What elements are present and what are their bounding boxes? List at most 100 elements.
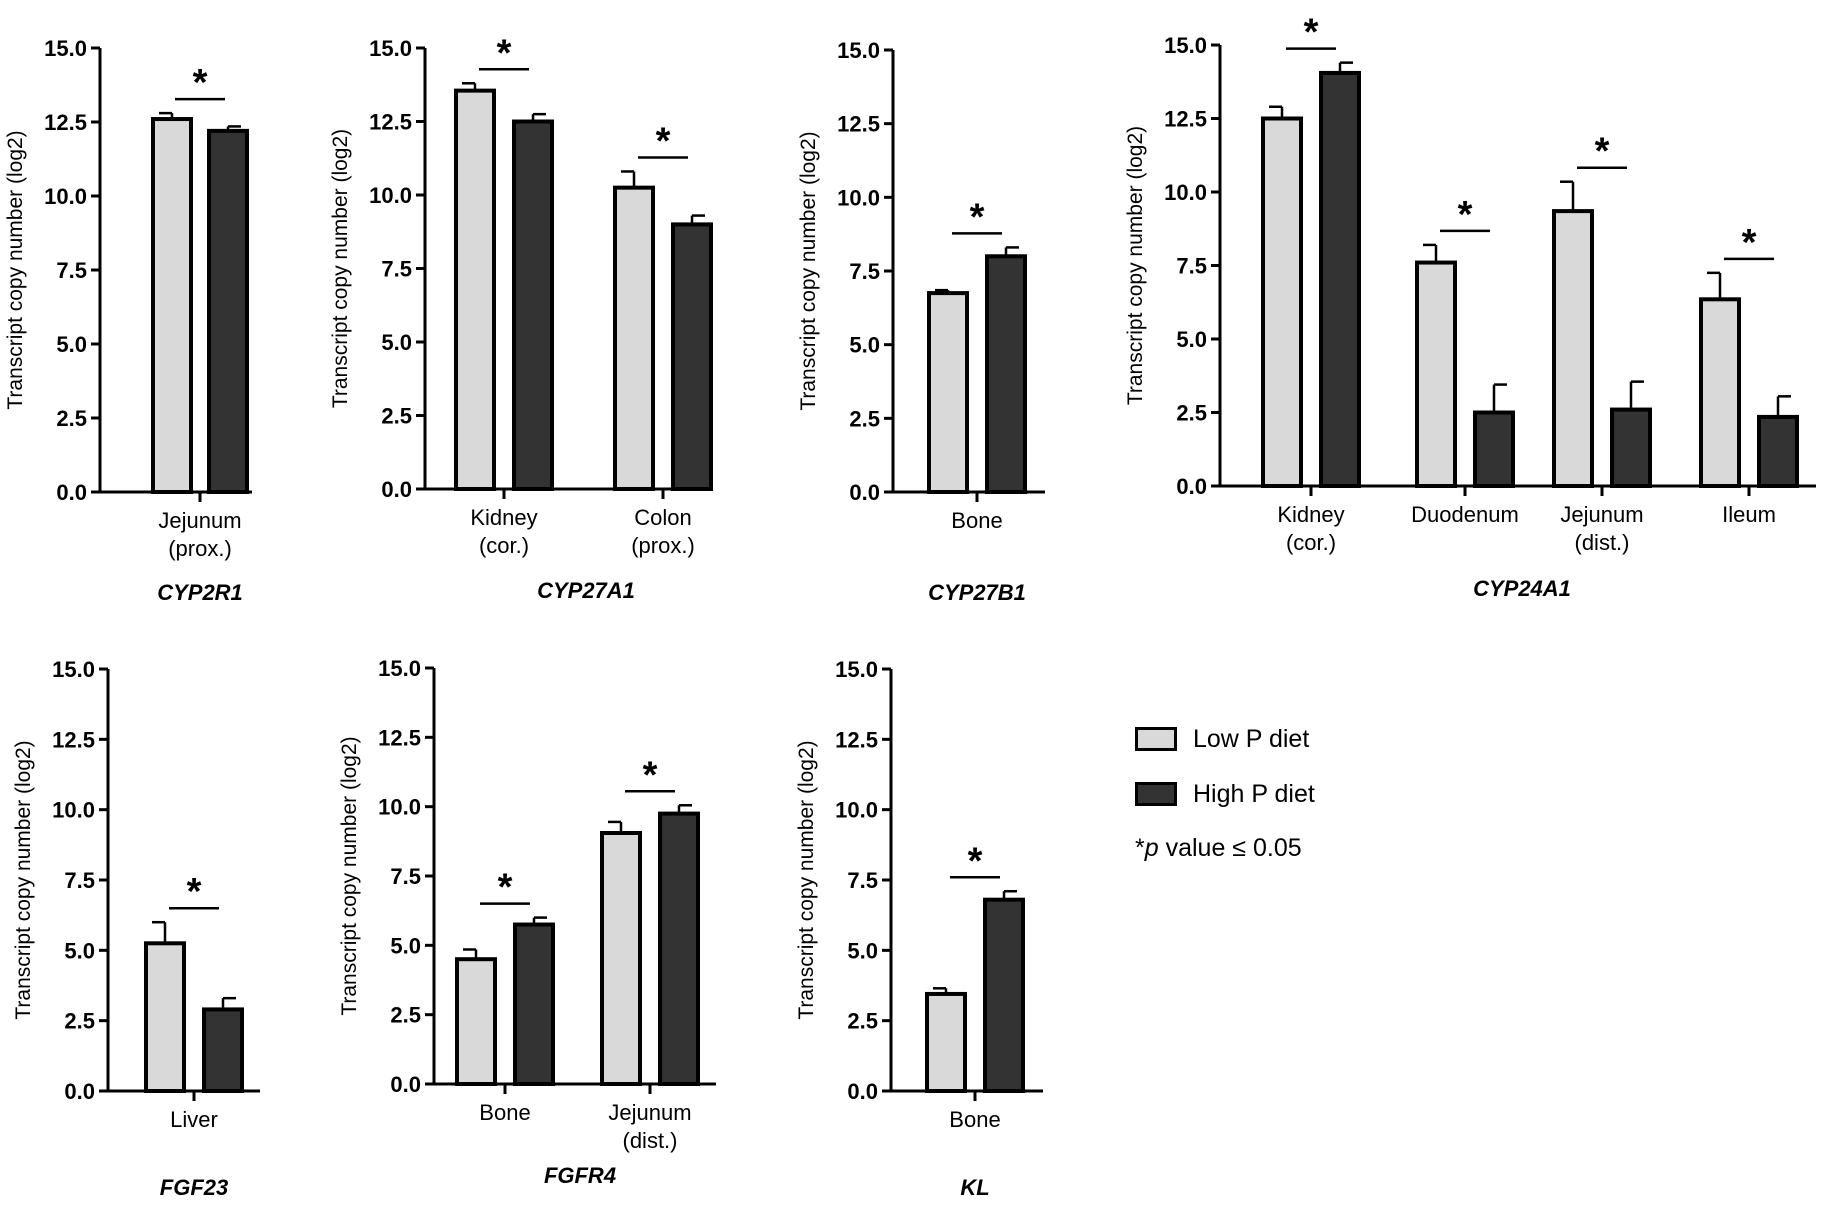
p6-fgfr4-ylabel: Transcript copy number (log2) bbox=[338, 736, 361, 1015]
p6-fgfr4-category-label: (dist.) bbox=[623, 1128, 678, 1153]
p1-cyp2r1-ytick-label: 2.5 bbox=[56, 406, 87, 431]
p5-fgf23-ytick-label: 12.5 bbox=[52, 727, 95, 752]
p3-cyp27b1-bar-high bbox=[985, 254, 1027, 494]
p1-cyp2r1-ytick-label: 12.5 bbox=[44, 110, 87, 135]
p5-fgf23-ytick-label: 2.5 bbox=[64, 1009, 95, 1034]
p1-cyp2r1-ytick-label: 0.0 bbox=[56, 480, 87, 505]
p6-fgfr4-category-label: Bone bbox=[479, 1100, 530, 1125]
p2-cyp27a1-significance-star: * bbox=[497, 32, 512, 74]
p5-fgf23-ytick-label: 0.0 bbox=[64, 1079, 95, 1104]
p7-kl-gene-title: KL bbox=[960, 1175, 989, 1200]
p6-fgfr4-ytick-label: 0.0 bbox=[390, 1072, 421, 1097]
p1-cyp2r1-category-label: Jejunum bbox=[158, 508, 241, 533]
p4-cyp24a1-ytick-label: 7.5 bbox=[1176, 254, 1207, 279]
p5-fgf23-ytick-label: 15.0 bbox=[52, 657, 95, 682]
p7-kl-ytick-label: 5.0 bbox=[847, 938, 878, 963]
p7-kl-ytick-label: 2.5 bbox=[847, 1009, 878, 1034]
significance-note-text: value ≤ 0.05 bbox=[1158, 834, 1302, 862]
p4-cyp24a1-significance-star: * bbox=[1742, 222, 1757, 264]
legend-item-high: High P diet bbox=[1135, 779, 1315, 809]
p6-fgfr4-category-label: Jejunum bbox=[608, 1100, 691, 1125]
p5-fgf23-bar-high bbox=[202, 1007, 244, 1093]
p1-cyp2r1-ytick-label: 15.0 bbox=[44, 36, 87, 61]
legend-swatch-high bbox=[1135, 782, 1177, 806]
p3-cyp27b1-ytick-label: 15.0 bbox=[837, 38, 880, 63]
p3-cyp27b1-gene-title: CYP27B1 bbox=[928, 580, 1026, 605]
p2-cyp27a1-gene-title: CYP27A1 bbox=[537, 578, 635, 603]
legend-item-low: Low P diet bbox=[1135, 724, 1315, 754]
p6-fgfr4-ytick-label: 7.5 bbox=[390, 864, 421, 889]
p1-cyp2r1-significance-star: * bbox=[193, 62, 208, 104]
p5-fgf23-ytick-label: 10.0 bbox=[52, 798, 95, 823]
p4-cyp24a1-ylabel: Transcript copy number (log2) bbox=[1124, 126, 1147, 405]
p6-fgfr4-bar-low bbox=[455, 957, 497, 1087]
p6-fgfr4-significance-star: * bbox=[498, 867, 513, 909]
p2-cyp27a1-ytick-label: 5.0 bbox=[381, 330, 412, 355]
p3-cyp27b1-ytick-label: 0.0 bbox=[849, 480, 880, 505]
p6-fgfr4-bar-low bbox=[600, 831, 642, 1086]
significance-note-p: p bbox=[1144, 834, 1159, 862]
p6-fgfr4-ytick-label: 5.0 bbox=[390, 933, 421, 958]
p1-cyp2r1-category-label: (prox.) bbox=[168, 536, 232, 561]
p1-cyp2r1-ytick-label: 5.0 bbox=[56, 332, 87, 357]
p2-cyp27a1-category-label: (prox.) bbox=[631, 533, 695, 558]
legend-swatch-low bbox=[1135, 727, 1177, 751]
p1-cyp2r1-bar-high bbox=[207, 128, 249, 494]
p2-cyp27a1-ytick-label: 12.5 bbox=[369, 110, 412, 135]
p4-cyp24a1-bar-low bbox=[1261, 116, 1303, 488]
p1-cyp2r1-ytick-label: 7.5 bbox=[56, 258, 87, 283]
p1-cyp2r1-ytick-label: 10.0 bbox=[44, 184, 87, 209]
p4-cyp24a1-category-label: (cor.) bbox=[1286, 530, 1336, 555]
p7-kl-ytick-label: 12.5 bbox=[835, 727, 878, 752]
p6-fgfr4-bar-high bbox=[658, 811, 700, 1086]
p2-cyp27a1-category-label: Kidney bbox=[470, 505, 537, 530]
p4-cyp24a1-category-label: (dist.) bbox=[1575, 530, 1630, 555]
p7-kl-significance-star: * bbox=[968, 840, 983, 882]
p4-cyp24a1-significance-star: * bbox=[1458, 194, 1473, 236]
p4-cyp24a1-ytick-label: 5.0 bbox=[1176, 327, 1207, 352]
p3-cyp27b1-ytick-label: 12.5 bbox=[837, 112, 880, 137]
p2-cyp27a1-ytick-label: 7.5 bbox=[381, 257, 412, 282]
p2-cyp27a1-ytick-label: 10.0 bbox=[369, 183, 412, 208]
p4-cyp24a1-ytick-label: 0.0 bbox=[1176, 474, 1207, 499]
p3-cyp27b1-ytick-label: 10.0 bbox=[837, 185, 880, 210]
p2-cyp27a1-category-label: (cor.) bbox=[479, 533, 529, 558]
p4-cyp24a1-bar-low bbox=[1415, 260, 1457, 488]
p4-cyp24a1-bar-high bbox=[1319, 70, 1361, 489]
p4-cyp24a1-category-label: Ileum bbox=[1722, 502, 1776, 527]
p5-fgf23-significance-star: * bbox=[187, 871, 202, 913]
p2-cyp27a1-ytick-label: 0.0 bbox=[381, 477, 412, 502]
p7-kl-bar-high bbox=[983, 897, 1025, 1094]
p4-cyp24a1-category-label: Duodenum bbox=[1411, 502, 1519, 527]
p2-cyp27a1-bar-low bbox=[454, 88, 496, 491]
p4-cyp24a1-ytick-label: 2.5 bbox=[1176, 401, 1207, 426]
p4-cyp24a1-category-label: Kidney bbox=[1277, 502, 1344, 527]
p3-cyp27b1-significance-star: * bbox=[970, 196, 985, 238]
p2-cyp27a1-bar-high bbox=[671, 222, 713, 491]
p5-fgf23-category-label: Liver bbox=[170, 1107, 218, 1132]
p4-cyp24a1-ytick-label: 15.0 bbox=[1164, 33, 1207, 58]
p3-cyp27b1-ytick-label: 2.5 bbox=[849, 406, 880, 431]
p6-fgfr4-significance-star: * bbox=[643, 754, 658, 796]
p5-fgf23-ylabel: Transcript copy number (log2) bbox=[12, 740, 35, 1019]
p3-cyp27b1-ytick-label: 5.0 bbox=[849, 333, 880, 358]
p1-cyp2r1-ylabel: Transcript copy number (log2) bbox=[4, 130, 27, 409]
legend: Low P diet High P diet *p value ≤ 0.05 bbox=[1135, 724, 1315, 863]
p5-fgf23-gene-title: FGF23 bbox=[160, 1175, 228, 1200]
p5-fgf23-ytick-label: 5.0 bbox=[64, 938, 95, 963]
p6-fgfr4-ytick-label: 15.0 bbox=[378, 656, 421, 681]
p1-cyp2r1-bar-low bbox=[151, 117, 193, 494]
p7-kl-bar-low bbox=[925, 991, 967, 1093]
p7-kl-ytick-label: 15.0 bbox=[835, 657, 878, 682]
p7-kl-ylabel: Transcript copy number (log2) bbox=[795, 740, 818, 1019]
significance-note: *p value ≤ 0.05 bbox=[1135, 834, 1315, 863]
legend-label-low: Low P diet bbox=[1193, 724, 1310, 753]
p3-cyp27b1-bar-low bbox=[927, 291, 969, 494]
p3-cyp27b1-category-label: Bone bbox=[951, 508, 1002, 533]
p4-cyp24a1-bar-high bbox=[1757, 414, 1799, 488]
p4-cyp24a1-bar-low bbox=[1552, 209, 1594, 489]
p6-fgfr4-gene-title: FGFR4 bbox=[544, 1163, 616, 1188]
p4-cyp24a1-significance-star: * bbox=[1304, 12, 1319, 54]
p2-cyp27a1-significance-star: * bbox=[656, 120, 671, 162]
